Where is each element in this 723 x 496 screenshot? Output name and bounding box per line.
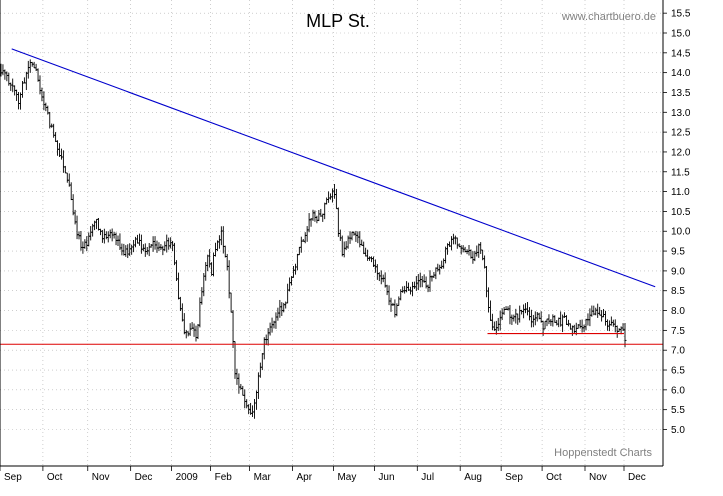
- y-tick-label: 9.0: [671, 266, 685, 277]
- price-bar: [623, 322, 627, 348]
- grid: [0, 0, 663, 466]
- y-tick-label: 14.5: [671, 48, 691, 59]
- price-bars: [0, 59, 627, 419]
- x-tick-label: May: [337, 472, 356, 483]
- x-tick-label: Sep: [4, 472, 22, 483]
- y-tick-label: 10.5: [671, 207, 691, 218]
- x-tick-label: Nov: [589, 472, 607, 483]
- axes: 15.5 15.0 14.5 14.0 13.5 13.0 12.5 12.0 11.5 11.0…: [0, 0, 691, 483]
- x-tick-label: Mar: [254, 472, 272, 483]
- y-tick-label: 6.5: [671, 366, 685, 377]
- overlay-lines: [0, 48, 663, 345]
- x-tick-label: Jul: [421, 472, 434, 483]
- y-tick-label: 15.5: [671, 9, 691, 20]
- y-tick-label: 8.0: [671, 306, 685, 317]
- y-tick-label: 10.0: [671, 227, 691, 238]
- y-tick-label: 7.0: [671, 346, 685, 357]
- y-tick-label: 7.5: [671, 326, 685, 337]
- y-tick-label: 14.0: [671, 68, 691, 79]
- x-tick-label: Apr: [297, 472, 313, 483]
- x-tick-label: Nov: [92, 472, 110, 483]
- y-tick-label: 12.0: [671, 147, 691, 158]
- watermark-bottom: Hoppenstedt Charts: [554, 447, 652, 459]
- y-tick-label: 5.0: [671, 425, 685, 436]
- y-tick-label: 5.5: [671, 405, 685, 416]
- y-tick-label: 11.0: [671, 187, 690, 198]
- y-tick-label: 12.5: [671, 128, 691, 139]
- x-tick-label: Dec: [628, 472, 646, 483]
- x-tick-label: Sep: [505, 472, 523, 483]
- x-tick-label: Aug: [464, 472, 482, 483]
- y-tick-label: 13.5: [671, 88, 691, 99]
- watermark-top: www.chartbuero.de: [561, 11, 656, 23]
- y-tick-label: 15.0: [671, 28, 691, 39]
- y-tick-label: 11.5: [671, 167, 690, 178]
- x-tick-label: Oct: [546, 472, 562, 483]
- x-tick-label: Feb: [215, 472, 233, 483]
- x-tick-label: Oct: [47, 472, 63, 483]
- x-tick-label: Dec: [135, 472, 153, 483]
- y-tick-label: 13.0: [671, 108, 691, 119]
- y-tick-label: 6.0: [671, 385, 685, 396]
- x-tick-label: 2009: [176, 472, 199, 483]
- resistance-trendline: [11, 48, 656, 288]
- x-tick-label: Jun: [378, 472, 394, 483]
- y-tick-label: 8.5: [671, 286, 685, 297]
- y-tick-label: 9.5: [671, 247, 685, 258]
- chart-title: MLP St.: [306, 11, 370, 31]
